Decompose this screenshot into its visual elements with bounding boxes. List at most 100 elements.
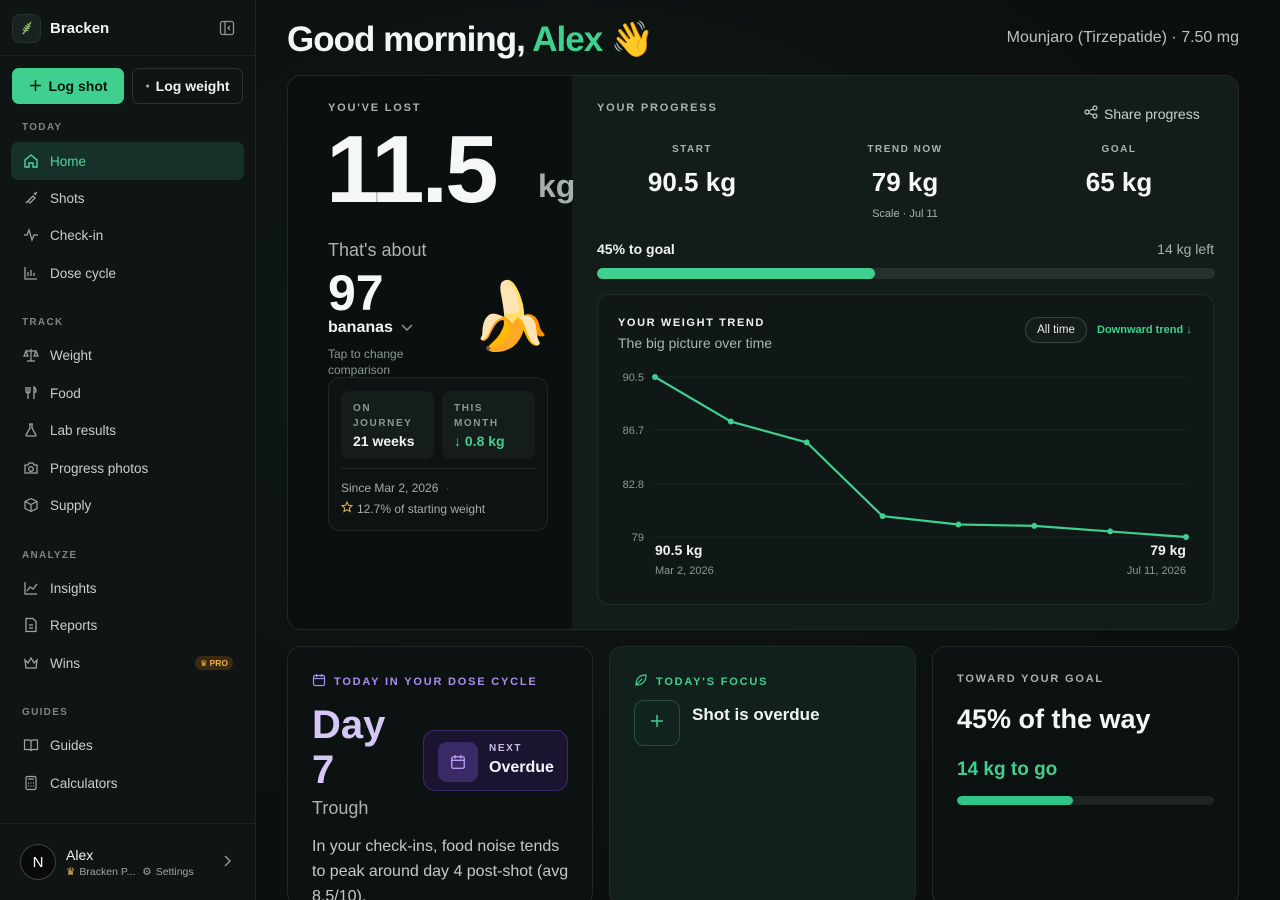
- share-label: Share progress: [1104, 105, 1200, 122]
- book-icon: [22, 736, 40, 754]
- brand[interactable]: Bracken: [12, 13, 109, 43]
- toward-goal-card: TOWARD YOUR GOAL 45% of the way 14 kg to…: [932, 646, 1239, 900]
- progress-hero-card: YOU'VE LOST 11.5 kg That's about 97 bana…: [287, 75, 1239, 630]
- goal-card-progress-fill: [957, 796, 1073, 805]
- sidebar-item-label: Lab results: [50, 422, 117, 438]
- comparison-selector[interactable]: bananas: [328, 319, 413, 337]
- sidebar-item-checkin[interactable]: Check-in: [11, 216, 244, 254]
- document-icon: [22, 616, 40, 634]
- calendar-icon: [312, 673, 326, 690]
- stat-value: 65 kg: [1085, 167, 1153, 197]
- dose-eyebrow: TODAY IN YOUR DOSE CYCLE: [312, 673, 538, 690]
- next-label: NEXT: [489, 743, 523, 754]
- sidebar-item-label: Dose cycle: [50, 265, 117, 281]
- goal-progress-bar: [597, 268, 1215, 279]
- next-value: Overdue: [489, 759, 554, 776]
- goal-stat: GOAL 65 kg: [1029, 144, 1209, 198]
- sidebar-item-weight[interactable]: Weight: [11, 336, 244, 374]
- data-point: [652, 374, 658, 380]
- trend-subtitle: The big picture over time: [618, 335, 773, 351]
- crown-icon: ♛: [66, 865, 76, 878]
- crown-icon: ♛: [199, 657, 208, 668]
- sidebar-item-lab-results[interactable]: Lab results: [11, 411, 244, 449]
- sidebar-item-label: Wins: [50, 655, 80, 671]
- start-stat: START 90.5 kg: [602, 144, 782, 198]
- add-shot-button[interactable]: [634, 700, 680, 746]
- pulse-icon: [22, 226, 40, 244]
- data-point: [1107, 528, 1114, 535]
- home-icon: [22, 152, 40, 170]
- medication-label[interactable]: Mounjaro (Tirzepatide) · 7.50 mg: [1006, 29, 1239, 46]
- sidebar-item-home[interactable]: Home: [11, 142, 244, 180]
- sidebar: Bracken ＋ Log shot ● Log weight TODAY Ho…: [0, 0, 256, 900]
- gear-icon: ⚙: [142, 865, 152, 878]
- sidebar-item-insights[interactable]: Insights: [11, 569, 244, 607]
- stat-label: TREND NOW: [867, 144, 943, 155]
- scale-dot-icon: ●: [145, 82, 150, 90]
- divider: [341, 468, 535, 469]
- plus-icon: ＋: [28, 78, 43, 94]
- pro-badge: ♛ PRO: [194, 656, 233, 670]
- y-tick-label: 90.5: [623, 372, 644, 384]
- range-selector[interactable]: All time: [1025, 317, 1087, 343]
- sidebar-item-guides[interactable]: Guides: [11, 726, 244, 764]
- sidebar-item-reports[interactable]: Reports: [11, 606, 244, 644]
- next-dose-pill[interactable]: NEXT Overdue: [423, 730, 568, 791]
- weight-trend-card: YOUR WEIGHT TREND The big picture over t…: [597, 294, 1214, 605]
- y-tick-label: 82.8: [623, 479, 644, 491]
- flask-icon: [22, 421, 40, 439]
- stat-label: ON JOURNEY: [353, 403, 413, 429]
- todays-focus-card: TODAY'S FOCUS Shot is overdue: [609, 646, 916, 900]
- lost-eyebrow: YOU'VE LOST: [328, 102, 422, 114]
- start-date-label: Mar 2, 2026: [655, 565, 714, 577]
- sidebar-item-label: Supply: [50, 497, 92, 513]
- sidebar-item-progress-photos[interactable]: Progress photos: [11, 449, 244, 487]
- focus-eyebrow: TODAY'S FOCUS: [634, 673, 768, 690]
- sidebar-item-wins[interactable]: Wins ♛ PRO: [11, 644, 244, 682]
- log-shot-label: Log shot: [48, 78, 108, 94]
- box-icon: [22, 496, 40, 514]
- share-progress-button[interactable]: Share progress: [1084, 105, 1200, 122]
- trend-direction: Downward trend ↓: [1097, 324, 1192, 336]
- leaf-icon: [634, 673, 648, 690]
- sidebar-item-label: Check-in: [50, 227, 104, 243]
- data-point: [1031, 522, 1038, 529]
- separator-dot: ·: [445, 481, 450, 495]
- sidebar-item-label: Progress photos: [50, 460, 149, 476]
- fern-logo-icon: [12, 13, 41, 43]
- dose-day: Day 7: [312, 703, 386, 792]
- user-menu[interactable]: N Alex ♛ Bracken P... ⚙ Settings: [20, 844, 240, 880]
- log-shot-button[interactable]: ＋ Log shot: [12, 68, 124, 104]
- collapse-sidebar-icon[interactable]: [219, 20, 235, 36]
- sidebar-item-shots[interactable]: Shots: [11, 179, 244, 217]
- banana-icon[interactable]: 🍌: [470, 279, 553, 353]
- sidebar-item-supply[interactable]: Supply: [11, 486, 244, 524]
- stat-value: 79 kg: [871, 167, 939, 197]
- sidebar-item-food[interactable]: Food: [11, 374, 244, 412]
- greeting-text: Good morning,: [287, 20, 526, 59]
- stat-sub: Scale · Jul 11: [872, 208, 938, 220]
- stat-label: GOAL: [1101, 144, 1137, 155]
- sidebar-item-dose-cycle[interactable]: Dose cycle: [11, 254, 244, 292]
- comparison-hint: Tap to change comparison: [328, 347, 404, 377]
- weight-trend-chart: 90.5 86.7 82.8 79 90.5 kg Mar 2, 2026 79 kg Jul…: [623, 372, 1189, 577]
- sidebar-item-calculators[interactable]: Calculators: [11, 764, 244, 802]
- dose-insight: In your check-ins, food noise tends to p…: [312, 838, 569, 900]
- star-icon: [340, 500, 354, 516]
- sidebar-item-label: Reports: [50, 617, 98, 633]
- utensils-icon: [22, 384, 40, 402]
- log-weight-button[interactable]: ● Log weight: [132, 68, 243, 104]
- focus-eyebrow-text: TODAY'S FOCUS: [656, 675, 769, 688]
- settings-link[interactable]: Settings: [155, 865, 194, 878]
- this-month-stat: THIS MONTH ↓ 0.8 kg: [442, 391, 535, 459]
- trend-line: [654, 376, 1187, 539]
- log-weight-label: Log weight: [155, 78, 230, 94]
- calendar-icon: [438, 742, 478, 782]
- app-name: Bracken: [50, 19, 110, 37]
- divider: [0, 823, 256, 824]
- scales-icon: [22, 346, 40, 364]
- pct-of-start: 12.7% of starting weight: [340, 500, 485, 516]
- lost-unit: kg: [538, 168, 576, 204]
- avatar: N: [20, 844, 56, 880]
- dose-cycle-card[interactable]: TODAY IN YOUR DOSE CYCLE Day 7 NEXT Over…: [287, 646, 593, 900]
